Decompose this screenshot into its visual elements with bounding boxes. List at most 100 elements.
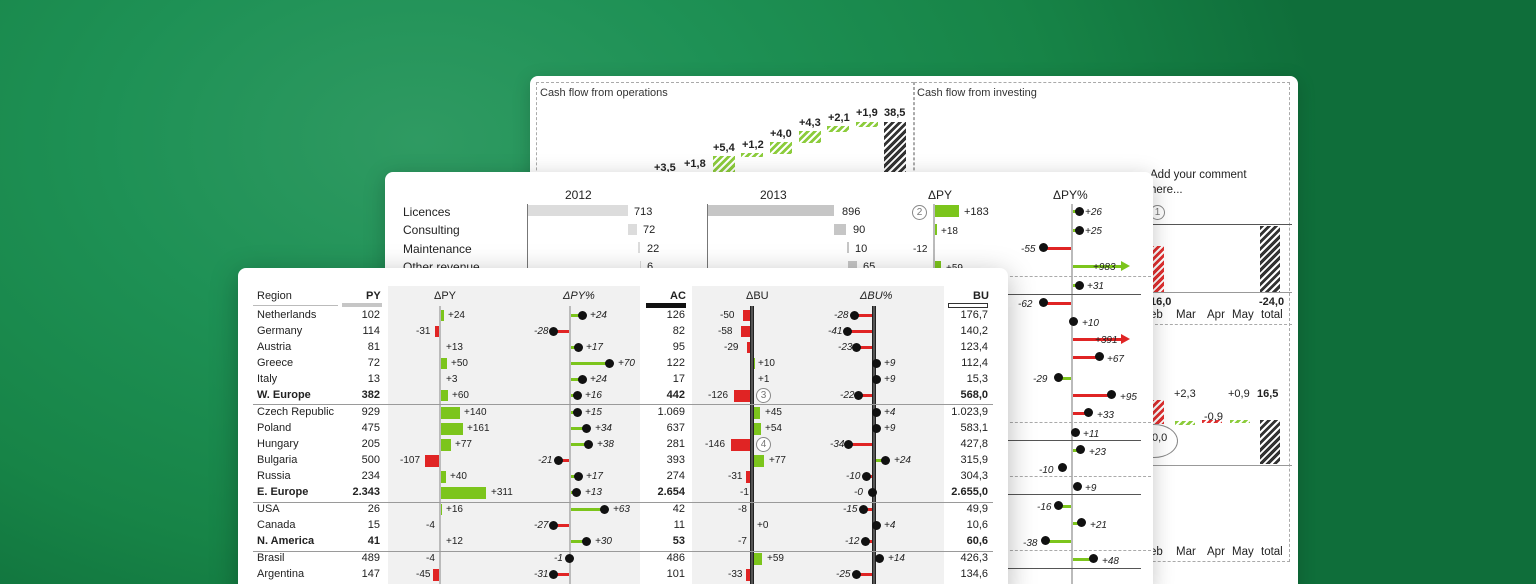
dbu-value: +10 xyxy=(758,358,775,369)
dbu-value: +45 xyxy=(765,407,782,418)
header-dpy: ΔPY xyxy=(434,290,457,302)
wf-label: +3,5 xyxy=(654,162,676,174)
pct-stem xyxy=(860,394,872,397)
dpy-pct-value: +34 xyxy=(595,423,612,434)
dpy-pct-value: +15 xyxy=(585,407,602,418)
ac-value: 11 xyxy=(673,519,685,531)
pct-value: +391 xyxy=(1095,335,1118,346)
dpy-value: +77 xyxy=(455,439,472,450)
py-value: 15 xyxy=(367,519,380,531)
lower-mar-bar xyxy=(1175,421,1195,425)
region-name: Canada xyxy=(257,519,296,531)
ac-value: 393 xyxy=(666,454,685,466)
bu-value: 49,9 xyxy=(966,503,988,515)
py-value: 234 xyxy=(361,470,380,482)
ac-value: 2.654 xyxy=(657,486,685,498)
dpy-bar xyxy=(441,504,442,515)
bu-value: 583,1 xyxy=(960,422,988,434)
bu-value: 60,6 xyxy=(966,535,988,547)
divider xyxy=(253,305,338,306)
pct-marker xyxy=(1089,554,1098,563)
pct-marker xyxy=(843,327,852,336)
table-row: Netherlands 102 +24 +24 126 -50 -28 176,… xyxy=(238,309,1008,325)
pct-marker xyxy=(549,327,558,336)
wf-bar xyxy=(856,122,878,127)
table-row: Greece 72 +50 +70 122 +10 +9 112,4 xyxy=(238,357,1008,373)
wf-bar xyxy=(770,142,792,154)
lower-may-bar xyxy=(1230,420,1250,423)
comment-text[interactable]: Add your comment here... xyxy=(1150,169,1247,196)
divider xyxy=(253,404,993,405)
value-2013: 90 xyxy=(853,224,866,236)
header-dbu: ΔBU xyxy=(746,290,769,302)
axis-dpy-pct xyxy=(569,306,571,584)
col-dpy: ΔPY xyxy=(928,188,953,202)
dpy-pct-value: +13 xyxy=(585,487,602,498)
pct-value: +33 xyxy=(1097,410,1114,421)
dpy-value: +13 xyxy=(446,342,463,353)
wf-bar xyxy=(713,156,735,172)
value-2012: 6 xyxy=(647,261,654,273)
bu-value: 1.023,9 xyxy=(951,406,988,418)
upper-axis xyxy=(1150,292,1292,293)
month-label: May xyxy=(1232,546,1254,558)
dpy-value: +60 xyxy=(452,390,469,401)
dpy-value: -4 xyxy=(426,520,435,531)
ac-value: 281 xyxy=(666,438,685,450)
pct-value: +9 xyxy=(1085,483,1097,494)
pct-marker xyxy=(1073,482,1082,491)
dbu-bar xyxy=(747,342,750,353)
bar-2012 xyxy=(638,242,640,253)
dbu-bar xyxy=(754,455,764,467)
dpy-shade xyxy=(388,286,640,584)
dpy-bar xyxy=(433,569,439,581)
pct-marker xyxy=(1071,428,1080,437)
dpy-pct-value: -28 xyxy=(534,326,549,337)
pct-marker xyxy=(872,375,881,384)
col-2013: 2013 xyxy=(760,188,787,202)
dbu-bar xyxy=(754,423,761,435)
dpy-pct-value: +63 xyxy=(613,504,630,515)
py-value: 147 xyxy=(361,568,380,580)
dpy-pct-value: +17 xyxy=(586,471,603,482)
wf-label: +1,9 xyxy=(856,107,878,119)
dpy-pct-value: +24 xyxy=(590,310,607,321)
region-name: Russia xyxy=(257,470,291,482)
dpy-value: +3 xyxy=(446,374,458,385)
pct-stem xyxy=(858,573,872,576)
lower-feb-bar xyxy=(1150,400,1164,424)
dpy-value: +311 xyxy=(491,487,513,498)
pct-marker xyxy=(1039,298,1048,307)
pct-value: +67 xyxy=(1107,354,1124,365)
pct-marker xyxy=(1084,408,1093,417)
upper-baseline xyxy=(1150,224,1292,225)
bu-value: 134,6 xyxy=(960,568,988,580)
axis-dbu xyxy=(750,306,754,584)
dpy-pct-value: -31 xyxy=(534,569,549,580)
table-row-subtotal: W. Europe 382 +60 +16 442 -126 3 -22 568… xyxy=(238,388,1008,405)
value-2012: 72 xyxy=(643,224,656,236)
pct-stem xyxy=(876,459,884,462)
wf-total-bar xyxy=(884,122,906,182)
upper-total-label: -24,0 xyxy=(1259,296,1285,308)
dbu-value: -50 xyxy=(720,310,735,321)
ac-value: 1.069 xyxy=(657,406,685,418)
dbu-bar xyxy=(746,569,750,581)
region-name: Brasil xyxy=(257,552,285,564)
region-name: Czech Republic xyxy=(257,406,335,418)
pct-value: +95 xyxy=(1120,392,1137,403)
value-2012: 22 xyxy=(647,243,660,255)
py-value: 13 xyxy=(367,373,380,385)
dbu-pct-value: -34 xyxy=(830,439,845,450)
bu-value: 112,4 xyxy=(961,357,988,369)
region-name: N. America xyxy=(257,535,315,547)
pct-marker xyxy=(875,554,884,563)
pct-marker xyxy=(582,537,591,546)
lower-total-label: 16,5 xyxy=(1257,388,1279,400)
dbu-bar xyxy=(741,326,750,337)
bu-value: 315,9 xyxy=(960,454,988,466)
pct-value: +983 xyxy=(1093,262,1116,273)
month-label: Mar xyxy=(1176,309,1196,321)
pct-marker xyxy=(549,521,558,530)
axis-dpy xyxy=(439,306,441,584)
